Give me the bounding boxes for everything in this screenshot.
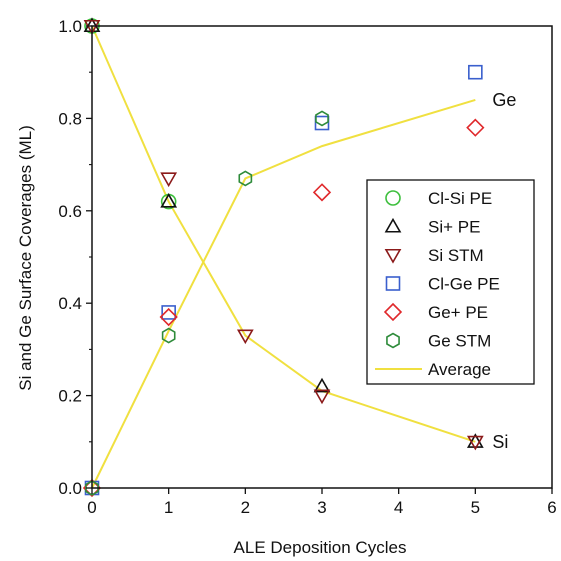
x-tick-label: 5 <box>471 498 480 517</box>
axes: 0 1 2 3 4 5 6 0.0 0.2 0.4 0.6 0.8 1.0 <box>58 17 556 517</box>
x-tick-label: 3 <box>317 498 326 517</box>
curve-label-si: Si <box>492 432 508 452</box>
legend-label: Cl-Ge PE <box>428 275 500 294</box>
legend-label: Ge+ PE <box>428 303 488 322</box>
legend-marker <box>383 302 403 322</box>
y-tick-label: 0.2 <box>58 387 82 406</box>
legend-marker <box>385 276 401 291</box>
marker-cl-ge-pe <box>468 64 483 80</box>
y-tick-label: 0.4 <box>58 294 82 313</box>
marker-si-pe <box>466 433 484 448</box>
marker-ge-stm <box>315 110 329 127</box>
x-tick-label: 2 <box>241 498 250 517</box>
legend-marker <box>385 190 401 206</box>
curve-label-ge: Ge <box>492 90 516 110</box>
legend: Cl-Si PE Si+ PE Si STM Cl-Ge PE Ge+ PE Ge STM… <box>366 179 535 385</box>
legend-label: Average <box>428 360 491 379</box>
marker-ge-pe <box>159 307 178 327</box>
y-axis-title: Si and Ge Surface Coverages (ML) <box>16 125 35 391</box>
marker-cl-ge-pe <box>161 305 176 320</box>
marker-si-stm <box>236 329 254 345</box>
x-tick-label: 6 <box>547 498 556 517</box>
marker-si-stm <box>83 19 101 35</box>
average-line-ge <box>91 98 476 489</box>
legend-label: Cl-Si PE <box>428 189 492 208</box>
marker-ge-pe <box>312 183 332 202</box>
marker-ge-stm <box>85 480 99 496</box>
legend-label: Ge STM <box>428 332 491 351</box>
average-line-si <box>91 25 476 443</box>
x-axis-title: ALE Deposition Cycles <box>234 538 407 557</box>
y-tick-label: 0.6 <box>58 202 82 221</box>
marker-ge-pe <box>466 118 485 137</box>
y-tick-label: 1.0 <box>58 17 82 36</box>
marker-si-stm <box>313 389 331 405</box>
marker-si-stm <box>160 172 178 188</box>
legend-marker <box>384 217 402 233</box>
legend-label: Si+ PE <box>428 218 480 237</box>
legend-box <box>366 179 535 385</box>
marker-ge-stm <box>238 170 253 187</box>
x-tick-label: 4 <box>394 498 403 517</box>
y-tick-label: 0.0 <box>58 479 82 498</box>
legend-label: Si STM <box>428 246 484 265</box>
marker-si-pe <box>313 377 331 393</box>
y-tick-label: 0.8 <box>58 109 82 128</box>
x-tick-label: 0 <box>87 498 96 517</box>
legend-marker <box>386 332 400 349</box>
legend-marker <box>384 248 402 264</box>
marker-si-pe <box>160 192 178 208</box>
x-tick-label: 1 <box>164 498 173 517</box>
marker-ge-stm <box>161 327 176 344</box>
marker-si-stm <box>466 435 484 451</box>
marker-cl-ge-pe <box>314 115 330 131</box>
